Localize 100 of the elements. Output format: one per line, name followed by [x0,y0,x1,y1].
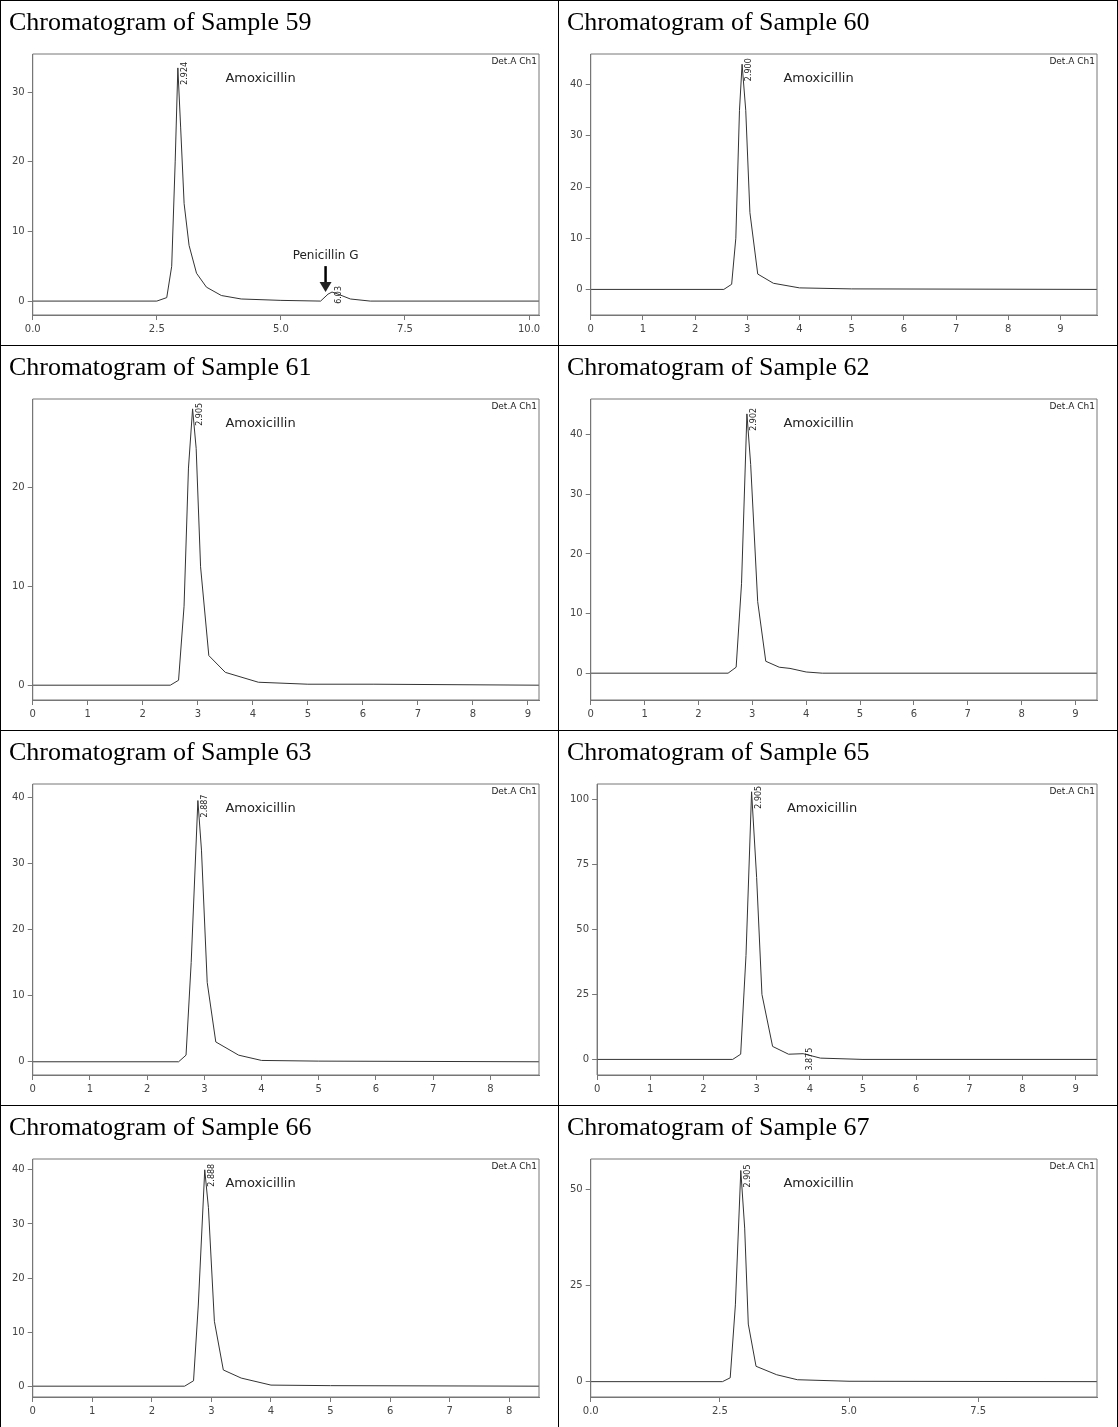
x-tick-label: 1 [89,1404,96,1416]
annotation: 2.887 [199,794,209,818]
y-tick-label: 25 [569,1279,583,1291]
x-tick-label: 5.0 [841,1404,857,1416]
x-tick-label: 10.0 [517,322,541,334]
x-tick-label: 8 [1018,707,1025,719]
y-tick-label: 20 [11,155,25,167]
annotation: Det.A Ch1 [491,1160,537,1171]
y-tick-label: 0 [576,283,583,295]
annotation: 3.875 [805,1047,815,1071]
x-tick-label: 9 [1072,1082,1079,1094]
y-tick-label: 40 [11,790,25,802]
y-tick-label: 100 [569,793,590,805]
x-tick-label: 6 [900,322,908,334]
y-tick-label: 10 [11,580,25,592]
y-tick-label: 10 [569,607,583,619]
annotation: Penicillin G [292,248,359,263]
x-tick-label: 5 [859,1082,867,1094]
annotation: 2.902 [749,407,759,431]
x-tick-label: 1 [647,1082,654,1094]
x-tick-label: 4 [249,707,257,719]
x-tick-label: 6 [912,1082,920,1094]
y-tick-label: 30 [569,487,583,499]
chart-title: Chromatogram of Sample 61 [9,352,313,383]
chart-title: Chromatogram of Sample 59 [9,7,313,38]
y-tick-label: 0 [576,666,583,678]
y-tick-label: 25 [576,988,590,1000]
x-tick-label: 7.5 [970,1404,987,1416]
y-tick-label: 0 [18,294,25,306]
annotation: Det.A Ch1 [1049,400,1095,411]
y-tick-label: 30 [569,129,583,141]
y-tick-label: 20 [11,481,25,493]
x-tick-label: 9 [524,707,532,719]
x-tick-label: 1 [639,322,647,334]
y-tick-label: 30 [11,1217,25,1229]
y-tick-label: 50 [569,1183,583,1195]
y-tick-label: 10 [11,225,25,237]
x-tick-label: 1 [86,1082,94,1094]
x-tick-label: 8 [1019,1082,1026,1094]
x-tick-label: 9 [1057,322,1064,334]
x-tick-label: 2 [148,1404,156,1416]
x-tick-label: 7 [964,707,971,719]
y-tick-label: 20 [11,1271,25,1283]
chart-title: Chromatogram of Sample 60 [567,7,871,38]
x-tick-label: 0.0 [24,322,41,334]
y-tick-label: 40 [569,428,583,440]
x-tick-label: 0 [29,1082,36,1094]
annotation: Det.A Ch1 [491,400,537,411]
x-tick-label: 2.5 [148,322,165,334]
x-tick-label: 5 [315,1082,322,1094]
x-tick-label: 2 [139,707,146,719]
y-tick-label: 30 [11,856,25,868]
x-tick-label: 0.0 [582,1404,599,1416]
y-tick-label: 0 [18,678,25,690]
annotation: Amoxicillin [786,799,858,815]
y-tick-label: 20 [569,547,583,559]
x-tick-label: 5 [856,707,864,719]
annotation: Amoxicillin [225,69,296,85]
y-tick-label: 0 [576,1375,583,1387]
x-tick-label: 4 [802,707,810,719]
x-tick-label: 0 [593,1082,601,1094]
annotation: Amoxicillin [225,799,296,815]
x-tick-label: 2 [695,707,702,719]
chart-title: Chromatogram of Sample 67 [567,1112,871,1143]
x-tick-label: 6 [910,707,918,719]
x-tick-label: 4 [258,1082,265,1094]
x-tick-label: 6 [359,707,367,719]
x-tick-label: 7 [414,707,422,719]
annotation: Amoxicillin [783,69,854,85]
x-tick-label: 5.0 [272,322,289,334]
y-tick-label: 10 [569,231,583,243]
x-tick-label: 2 [700,1082,707,1094]
annotation: 2.924 [179,61,189,85]
annotation: Amoxicillin [783,1174,854,1190]
y-tick-label: 0 [18,1379,25,1391]
y-tick-label: 10 [11,1325,25,1337]
x-tick-label: 2 [143,1082,151,1094]
annotation: 2.905 [742,1164,752,1188]
x-tick-label: 3 [744,322,751,334]
annotation: Amoxicillin [783,414,854,430]
annotation: 6.03 [334,286,344,304]
chart-title: Chromatogram of Sample 63 [9,737,313,768]
x-tick-label: 6 [372,1082,380,1094]
annotation: 2.905 [194,402,204,426]
x-tick-label: 4 [796,322,803,334]
x-tick-label: 9 [1072,707,1079,719]
x-tick-label: 3 [208,1404,215,1416]
x-tick-label: 4 [267,1404,275,1416]
x-tick-label: 1 [641,707,648,719]
x-tick-label: 2.5 [711,1404,728,1416]
x-tick-label: 7 [429,1082,437,1094]
y-tick-label: 40 [11,1163,25,1175]
annotation: 2.900 [744,58,754,82]
x-tick-label: 0 [29,1404,36,1416]
x-tick-label: 7.5 [397,322,413,334]
x-tick-label: 3 [749,707,756,719]
x-tick-label: 7 [952,322,960,334]
y-tick-label: 50 [576,923,590,935]
x-tick-label: 3 [753,1082,760,1094]
x-tick-label: 0 [29,707,36,719]
